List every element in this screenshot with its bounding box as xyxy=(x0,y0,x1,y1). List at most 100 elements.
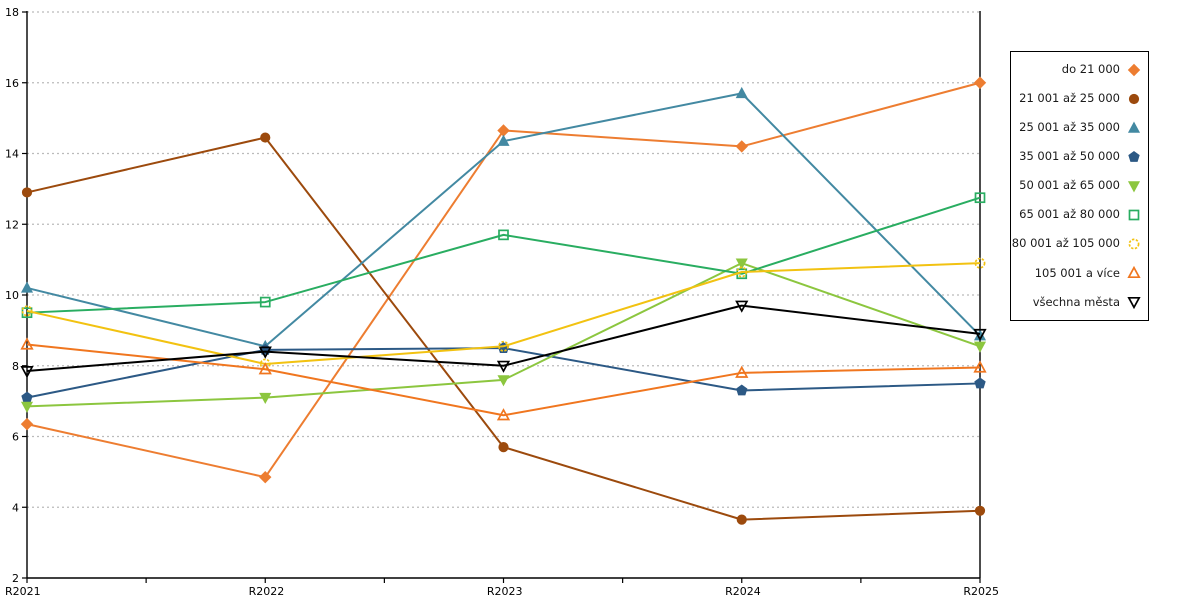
legend-item: 21 001 až 25 000 xyxy=(1011,92,1148,106)
circle-marker xyxy=(260,132,271,143)
open-square-marker xyxy=(498,229,509,241)
legend-marker-icon xyxy=(1128,93,1140,104)
open-triangle-down-marker xyxy=(1127,297,1141,310)
legend-item: 80 001 až 105 000 xyxy=(1011,237,1148,251)
open-triangle-down-marker xyxy=(20,366,34,379)
series-5 xyxy=(21,192,986,319)
triangle-down-marker xyxy=(20,401,34,413)
open-circle-marker xyxy=(498,340,509,352)
triangle-down-marker xyxy=(259,392,272,405)
series-7 xyxy=(20,337,987,421)
triangle-down-marker xyxy=(497,375,510,387)
legend-label: do 21 000 xyxy=(1061,61,1120,76)
series-line xyxy=(26,136,981,521)
open-square-marker xyxy=(974,192,986,204)
y-tick-label: 12 xyxy=(5,218,19,231)
legend-item: 50 001 až 65 000 xyxy=(1011,179,1148,193)
open-triangle-up-marker xyxy=(735,365,749,378)
open-circle-marker xyxy=(259,358,271,370)
open-triangle-up-marker xyxy=(973,360,987,373)
diamond-marker xyxy=(735,140,748,153)
open-triangle-up-marker xyxy=(258,362,272,375)
series-4 xyxy=(20,258,987,413)
pentagon-marker xyxy=(974,377,986,389)
y-tick-label: 8 xyxy=(12,360,19,373)
open-triangle-up-marker xyxy=(496,408,511,421)
legend-label: 105 001 a více xyxy=(1034,265,1120,280)
open-triangle-down-marker xyxy=(735,300,749,313)
series-0 xyxy=(20,76,987,484)
circle-marker xyxy=(1128,93,1140,104)
series-6 xyxy=(21,257,986,370)
legend-label: 25 001 až 35 000 xyxy=(1019,120,1120,135)
legend-marker-icon xyxy=(1128,238,1140,250)
diamond-marker xyxy=(259,470,272,484)
y-tick-label: 18 xyxy=(5,6,19,19)
y-tick-label: 2 xyxy=(12,572,19,585)
open-circle-marker xyxy=(736,266,748,278)
y-tick-label: 16 xyxy=(5,77,19,90)
open-square-marker xyxy=(1128,209,1140,221)
circle-marker xyxy=(736,514,747,525)
legend-marker-icon xyxy=(1127,266,1141,279)
open-triangle-down-marker xyxy=(973,328,987,342)
legend-marker-icon xyxy=(1127,181,1141,193)
open-circle-marker xyxy=(21,305,33,317)
circle-marker xyxy=(21,187,33,198)
legend-label: 50 001 až 65 000 xyxy=(1019,178,1120,193)
pentagon-marker xyxy=(736,384,748,396)
x-tick-label: R2023 xyxy=(487,585,523,598)
triangle-down-marker xyxy=(1127,181,1141,193)
diamond-marker xyxy=(1127,63,1141,76)
legend-marker-icon xyxy=(1128,150,1140,162)
legend-marker-icon xyxy=(1127,63,1141,76)
series-line xyxy=(26,304,981,373)
triangle-down-marker xyxy=(973,341,987,353)
legend-item: všechna města xyxy=(1011,294,1148,310)
triangle-up-marker xyxy=(497,134,510,146)
open-triangle-down-marker xyxy=(258,346,272,359)
legend-label: 80 001 až 105 000 xyxy=(1011,236,1120,251)
legend-item: do 21 000 xyxy=(1011,63,1148,77)
legend-label: 65 001 až 80 000 xyxy=(1019,207,1120,222)
legend-label: všechna města xyxy=(1032,294,1120,309)
circle-marker xyxy=(498,442,509,453)
x-tick-label: R2022 xyxy=(249,585,285,598)
y-tick-label: 14 xyxy=(5,148,19,161)
x-tick-label: R2025 xyxy=(963,585,999,598)
triangle-up-marker xyxy=(1127,121,1141,133)
open-triangle-down-marker xyxy=(496,360,511,373)
pentagon-marker xyxy=(1128,150,1140,162)
pentagon-marker xyxy=(21,391,33,403)
y-tick-label: 6 xyxy=(12,431,19,444)
triangle-down-marker xyxy=(735,258,748,270)
series-8 xyxy=(20,300,987,379)
open-circle-marker xyxy=(1128,238,1140,250)
chart-legend: do 21 000 21 001 až 25 000 25 001 až 35 00… xyxy=(1010,51,1149,321)
series-1 xyxy=(21,132,986,525)
open-triangle-up-marker xyxy=(1127,266,1141,279)
legend-item: 25 001 až 35 000 xyxy=(1011,121,1148,135)
diamond-marker xyxy=(973,76,987,89)
triangle-up-marker xyxy=(20,281,34,293)
legend-label: 35 001 až 50 000 xyxy=(1019,149,1120,164)
circle-marker xyxy=(974,505,986,516)
diamond-marker xyxy=(20,417,34,431)
series-line xyxy=(26,262,981,365)
legend-item: 65 001 až 80 000 xyxy=(1011,208,1148,222)
series-line xyxy=(26,196,981,314)
x-tick-label: R2024 xyxy=(725,585,761,598)
legend-marker-icon xyxy=(1127,297,1141,310)
y-tick-label: 10 xyxy=(5,289,19,302)
open-triangle-up-marker xyxy=(20,337,34,350)
open-circle-marker xyxy=(974,257,986,269)
y-tick-label: 4 xyxy=(12,501,19,514)
legend-marker-icon xyxy=(1127,121,1141,133)
x-tick-label: R2021 xyxy=(5,585,41,598)
triangle-up-marker xyxy=(735,86,748,99)
legend-item: 105 001 a více xyxy=(1011,266,1148,280)
series-line xyxy=(26,343,981,417)
legend-item: 35 001 až 50 000 xyxy=(1011,150,1148,164)
